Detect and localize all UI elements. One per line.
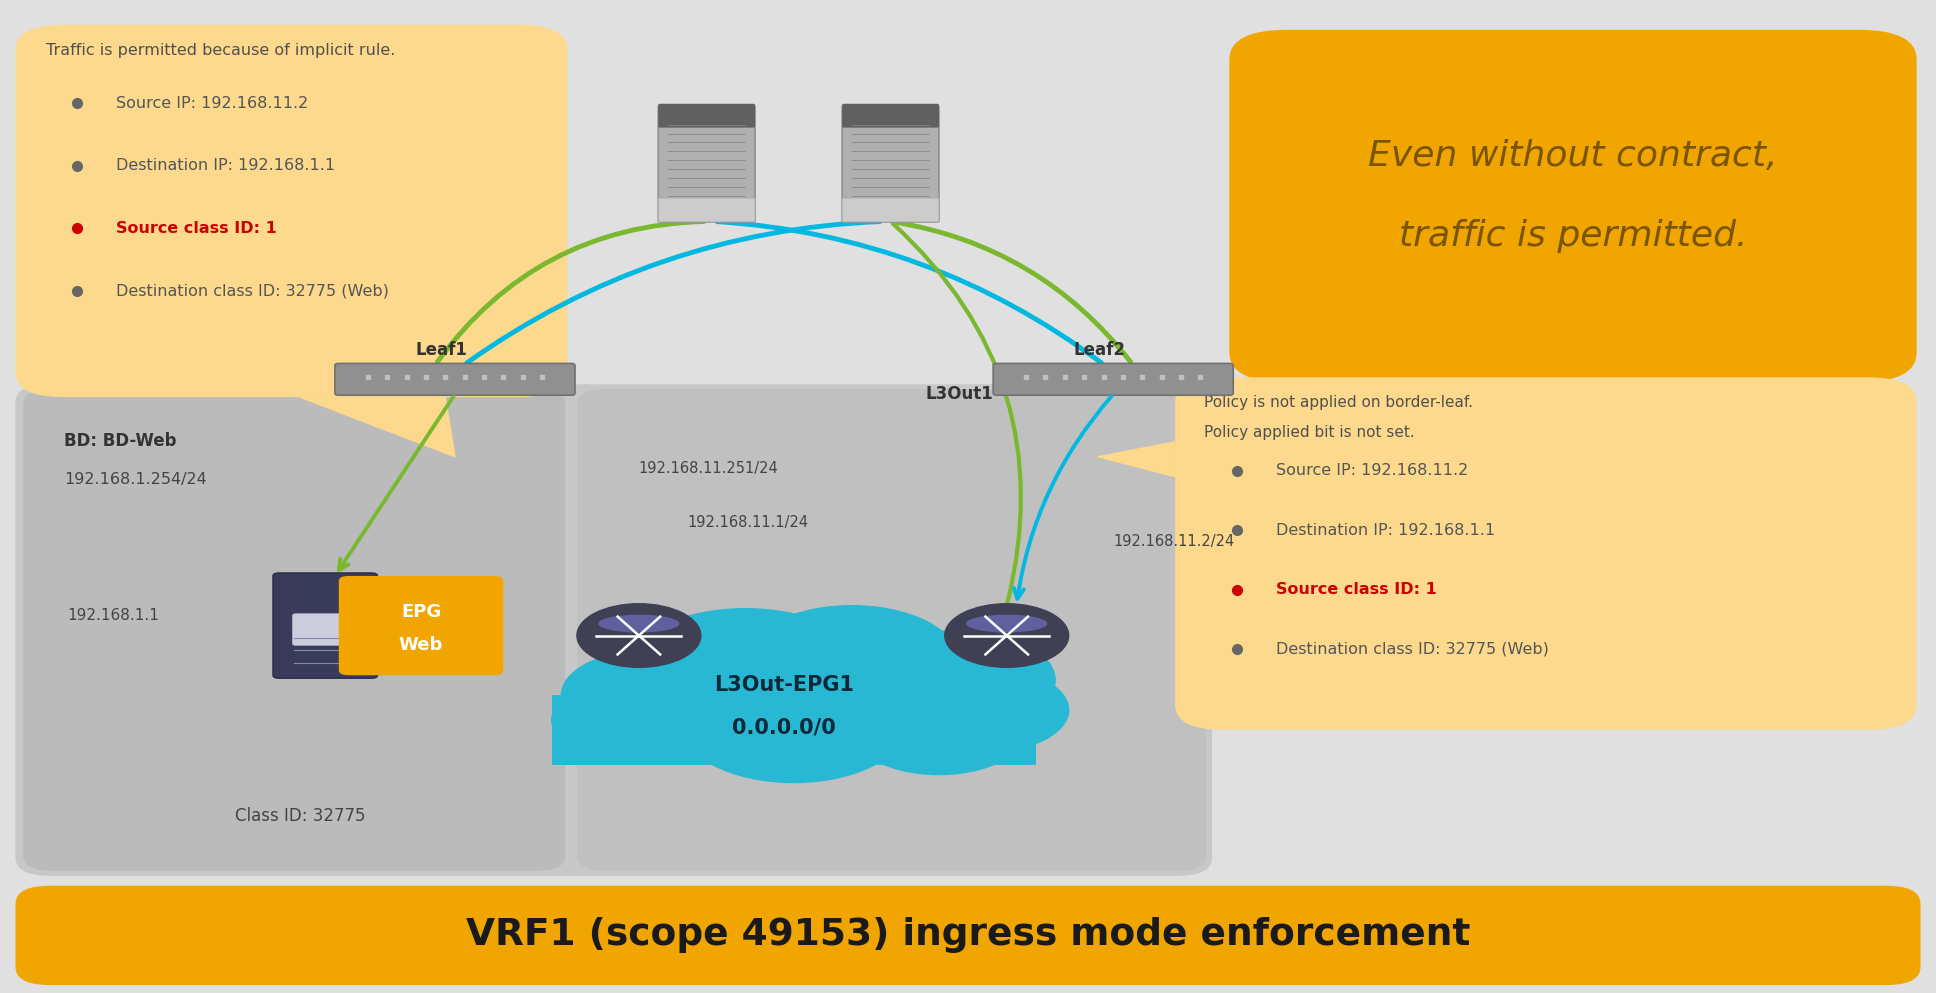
FancyBboxPatch shape — [339, 576, 503, 675]
Text: Leaf2: Leaf2 — [1074, 342, 1125, 359]
Text: Web: Web — [399, 637, 443, 654]
Text: L3Out-EPG1: L3Out-EPG1 — [714, 675, 854, 695]
Circle shape — [945, 604, 1069, 667]
FancyBboxPatch shape — [23, 389, 565, 871]
Polygon shape — [1098, 442, 1175, 477]
Circle shape — [852, 685, 1026, 775]
Text: traffic is permitted.: traffic is permitted. — [1398, 218, 1748, 253]
Circle shape — [552, 680, 707, 760]
Text: VRF1 (scope 49153) ingress mode enforcement: VRF1 (scope 49153) ingress mode enforcem… — [467, 918, 1469, 953]
Circle shape — [577, 604, 701, 667]
Text: Source class ID: 1: Source class ID: 1 — [116, 220, 277, 236]
Circle shape — [745, 606, 958, 715]
Text: Source IP: 192.168.11.2: Source IP: 192.168.11.2 — [116, 95, 308, 111]
Ellipse shape — [966, 615, 1047, 633]
FancyBboxPatch shape — [273, 573, 378, 678]
FancyBboxPatch shape — [658, 106, 755, 222]
Text: 192.168.11.1/24: 192.168.11.1/24 — [687, 514, 809, 530]
FancyBboxPatch shape — [1175, 377, 1917, 730]
Polygon shape — [300, 397, 455, 457]
FancyBboxPatch shape — [552, 695, 1036, 765]
Circle shape — [809, 648, 1011, 752]
FancyBboxPatch shape — [335, 363, 575, 395]
Text: Even without contract,: Even without contract, — [1369, 139, 1777, 174]
FancyBboxPatch shape — [842, 106, 939, 222]
Text: Destination class ID: 32775 (Web): Destination class ID: 32775 (Web) — [116, 283, 389, 299]
FancyBboxPatch shape — [15, 384, 1212, 876]
Text: EPG: EPG — [401, 603, 441, 622]
Text: Source class ID: 1: Source class ID: 1 — [1276, 582, 1437, 598]
Text: 192.168.1.1: 192.168.1.1 — [68, 608, 159, 624]
Text: Destination IP: 192.168.1.1: Destination IP: 192.168.1.1 — [1276, 522, 1495, 538]
FancyBboxPatch shape — [842, 199, 939, 222]
FancyBboxPatch shape — [1229, 30, 1917, 382]
FancyBboxPatch shape — [292, 614, 358, 645]
Circle shape — [681, 667, 906, 782]
Text: L3Out1: L3Out1 — [925, 385, 993, 403]
Text: Traffic is permitted because of implicit rule.: Traffic is permitted because of implicit… — [46, 43, 395, 58]
Text: 192.168.11.2/24: 192.168.11.2/24 — [1113, 533, 1235, 549]
Text: Class ID: 32775: Class ID: 32775 — [234, 807, 366, 825]
Circle shape — [623, 642, 848, 758]
Text: 192.168.11.251/24: 192.168.11.251/24 — [639, 461, 778, 477]
Text: 192.168.1.254/24: 192.168.1.254/24 — [64, 472, 207, 487]
Text: Destination IP: 192.168.1.1: Destination IP: 192.168.1.1 — [116, 158, 335, 174]
FancyBboxPatch shape — [15, 886, 1921, 985]
Circle shape — [561, 650, 736, 740]
FancyBboxPatch shape — [993, 363, 1233, 395]
FancyBboxPatch shape — [658, 104, 755, 128]
Text: BD: BD-Web: BD: BD-Web — [64, 432, 176, 450]
FancyBboxPatch shape — [842, 104, 939, 128]
Text: Source IP: 192.168.11.2: Source IP: 192.168.11.2 — [1276, 463, 1467, 479]
Text: Policy applied bit is not set.: Policy applied bit is not set. — [1204, 425, 1415, 440]
Circle shape — [862, 631, 1055, 730]
Ellipse shape — [598, 615, 680, 633]
FancyBboxPatch shape — [577, 389, 1206, 871]
Circle shape — [625, 609, 865, 732]
FancyBboxPatch shape — [15, 25, 567, 397]
Text: Leaf1: Leaf1 — [416, 342, 467, 359]
Text: Destination class ID: 32775 (Web): Destination class ID: 32775 (Web) — [1276, 641, 1549, 657]
FancyBboxPatch shape — [658, 199, 755, 222]
Text: 0.0.0.0/0: 0.0.0.0/0 — [732, 718, 836, 738]
Circle shape — [906, 668, 1069, 752]
Text: Policy is not applied on border-leaf.: Policy is not applied on border-leaf. — [1204, 395, 1473, 410]
